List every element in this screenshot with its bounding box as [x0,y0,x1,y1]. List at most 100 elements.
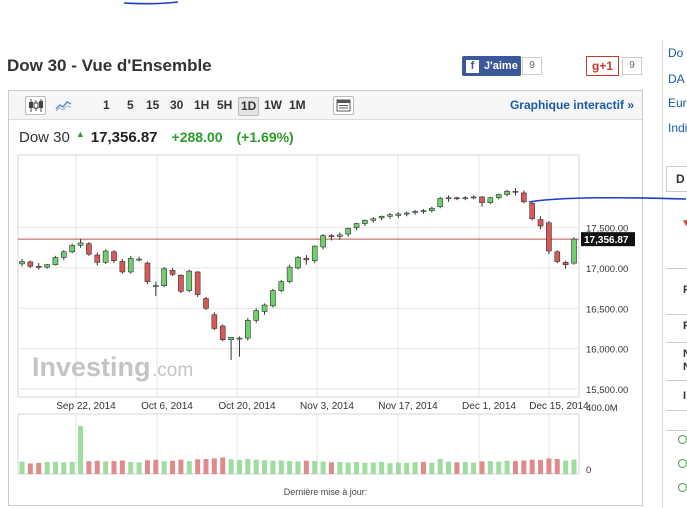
candle-up [236,337,243,340]
y-tick-label: 16,500.00 [586,304,628,315]
line-chart-icon[interactable] [53,96,74,115]
candle-down [27,261,34,267]
candle-up [161,268,167,286]
candle-down [169,270,176,275]
candle-up [153,285,159,287]
volume-bar [471,462,477,474]
volume-bar [546,458,552,474]
volume-bar [61,462,67,474]
volume-bar [103,461,109,474]
period-1h-button[interactable]: 1H [194,98,210,112]
candle-up [19,261,25,265]
y-tick-label: 17,000.00 [586,264,628,275]
interactive-chart-link[interactable]: Graphique interactif » [509,98,634,112]
volume-bar [153,459,159,474]
period-1d-button[interactable]: 1D [238,97,260,116]
volume-bar [446,461,452,474]
volume-bar [27,463,33,474]
candle-up [320,235,326,248]
candle-up [403,212,410,215]
facebook-like-label: J'aime [484,60,518,72]
candle-up [69,245,75,253]
sidebar-row-divider [666,342,687,343]
volume-bar [420,462,426,474]
sidebar-link-4[interactable]: Indi [668,121,687,135]
period-5h-button[interactable]: 5H [217,98,233,112]
volume-bar [395,462,401,474]
sidebar-row-divider [666,430,687,431]
candlestick-chart-icon[interactable] [25,96,46,115]
candle-up [136,258,142,261]
candle-down [94,254,101,263]
candle-up [504,191,510,195]
status-circle-icon [678,435,687,444]
candle-down [562,261,569,266]
instrument-name: Dow 30 [19,129,70,146]
candle-down [119,261,126,273]
candle-up [395,213,402,216]
google-plus-button[interactable]: g+1 [586,56,619,76]
volume-bar [86,461,92,474]
sidebar-tab[interactable]: D [666,166,687,192]
volume-bar [412,462,418,474]
volume-bar [36,462,42,474]
sidebar-row-divider [666,410,687,411]
candlestick-chart[interactable]: 17,500.00 17,000.00 16,500.00 16,000.00 15,5… [9,91,642,505]
candle-up [571,238,577,264]
x-tick-label: Dec 15, 2014 [529,401,589,412]
candle-up [261,304,268,312]
volume-bar [462,462,468,474]
volume-bar [571,459,577,474]
volume-bar [504,460,510,474]
candle-down [35,266,42,268]
pen-mark-top [123,1,179,5]
volume-bar [538,459,544,474]
candle-down [529,203,535,220]
sidebar-link-3[interactable]: Eur [668,96,687,110]
volume-bar [136,462,142,474]
volume-bar [404,462,410,474]
period-30-button[interactable]: 30 [170,98,184,112]
candle-down [328,235,335,237]
candle-up [470,196,477,199]
sidebar-link-2[interactable]: DA [668,72,685,86]
candle-up [127,257,134,273]
candle-down [454,197,460,200]
candle-up [278,281,285,291]
volume-bar [253,459,259,474]
volume-bar [186,461,192,474]
volume-bar [220,457,226,474]
period-1-button[interactable]: 1 [103,98,110,112]
period-1m-button[interactable]: 1M [289,98,306,112]
sidebar-link-1[interactable]: Do [668,46,684,60]
volume-tick-label: 400.0M [586,403,618,414]
sidebar-row-divider [666,314,687,315]
candle-up [370,218,377,221]
period-5-button[interactable]: 5 [127,98,134,112]
sidebar-row-letter: I [683,390,687,402]
facebook-icon: f [466,59,479,73]
volume-bar [370,462,376,474]
chart-toolbar: 1 5 15 30 1H 5H 1D 1W 1M Graphique inter… [9,91,642,120]
x-tick-label: Oct 20, 2014 [218,401,276,412]
facebook-like-button[interactable]: f J'aime [462,56,521,76]
candle-up [420,210,427,212]
candle-up [270,290,276,307]
volume-bar [19,461,25,474]
price-change-percent: (+1.69%) [236,129,294,145]
volume-bar [563,460,569,474]
chart-panel: 1 5 15 30 1H 5H 1D 1W 1M Graphique inter… [8,90,643,506]
sidebar-row-divider [666,268,687,269]
candle-down [521,192,527,203]
candle-down [144,262,151,282]
table-view-icon[interactable] [333,96,354,115]
volume-bar [236,459,242,474]
volume-bar [437,459,443,474]
period-1w-button[interactable]: 1W [264,98,282,112]
up-arrow-icon: ▲ [75,129,85,139]
candle-up [311,245,318,261]
period-15-button[interactable]: 15 [146,98,160,112]
google-plus-count: 9 [622,57,642,75]
candle-up [77,242,84,246]
status-circle-icon [678,459,687,468]
